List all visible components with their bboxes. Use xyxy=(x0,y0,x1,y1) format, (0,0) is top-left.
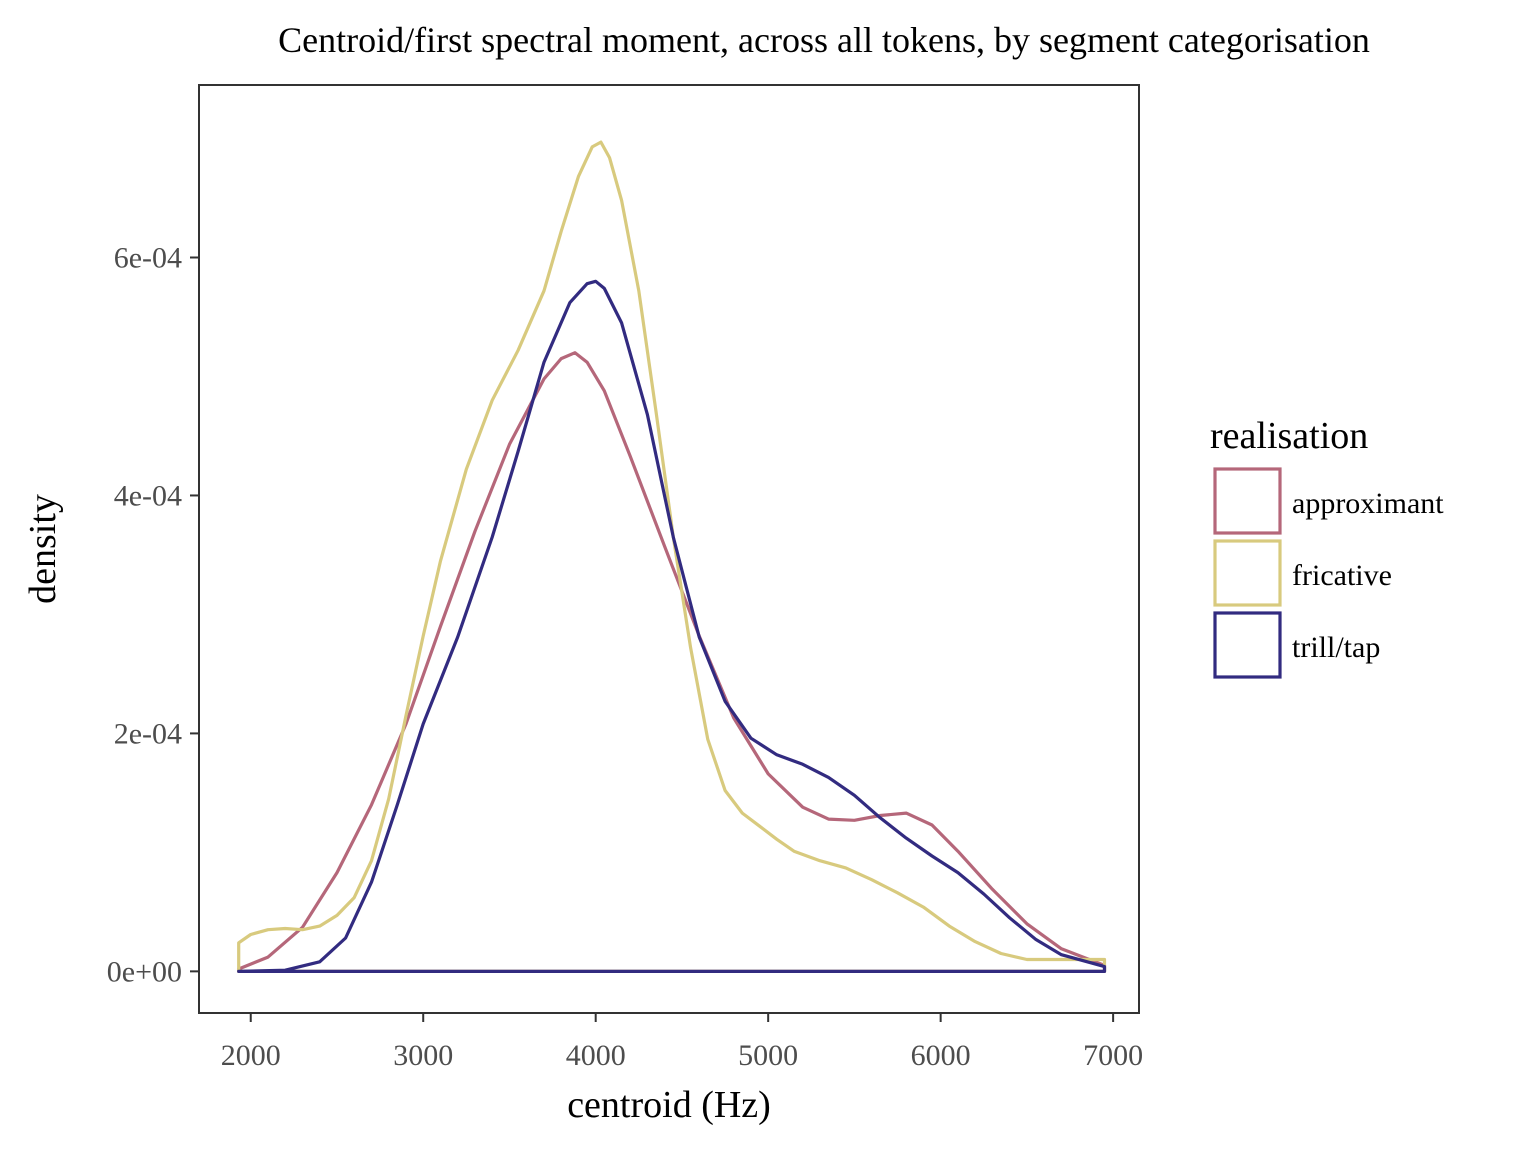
x-tick-label: 2000 xyxy=(221,1039,281,1072)
x-axis: 2000 3000 4000 5000 6000 7000 xyxy=(221,1013,1143,1072)
legend-key-approximant xyxy=(1213,467,1282,535)
legend-key-fricative xyxy=(1213,539,1282,607)
density-curve-fricative xyxy=(237,140,1107,973)
x-tick-label: 5000 xyxy=(738,1039,798,1072)
y-axis: 0e+00 2e-04 4e-04 6e-04 xyxy=(107,242,199,988)
y-tick-label: 2e-04 xyxy=(114,717,182,750)
y-axis-title: density xyxy=(22,494,64,604)
legend-label-trill-tap: trill/tap xyxy=(1292,631,1380,664)
density-curve-trill-tap xyxy=(237,279,1107,973)
legend-label-fricative: fricative xyxy=(1292,559,1392,592)
x-tick-label: 4000 xyxy=(566,1039,626,1072)
y-tick-label: 4e-04 xyxy=(114,479,182,512)
legend-label-approximant: approximant xyxy=(1292,487,1444,520)
density-curve-approximant xyxy=(237,351,1107,973)
legend-title: realisation xyxy=(1210,415,1368,457)
chart-title: Centroid/first spectral moment, across a… xyxy=(278,20,1370,60)
x-tick-label: 6000 xyxy=(911,1039,971,1072)
density-curves xyxy=(237,140,1107,973)
x-tick-label: 3000 xyxy=(393,1039,453,1072)
plot-panel xyxy=(198,84,1140,1014)
legend-key-trill-tap xyxy=(1213,611,1282,679)
y-tick-label: 0e+00 xyxy=(107,955,182,988)
x-tick-label: 7000 xyxy=(1083,1039,1143,1072)
x-axis-title: centroid (Hz) xyxy=(567,1084,771,1126)
y-tick-label: 6e-04 xyxy=(114,242,182,275)
legend: realisation approximant fricative trill/ta… xyxy=(1210,415,1444,679)
